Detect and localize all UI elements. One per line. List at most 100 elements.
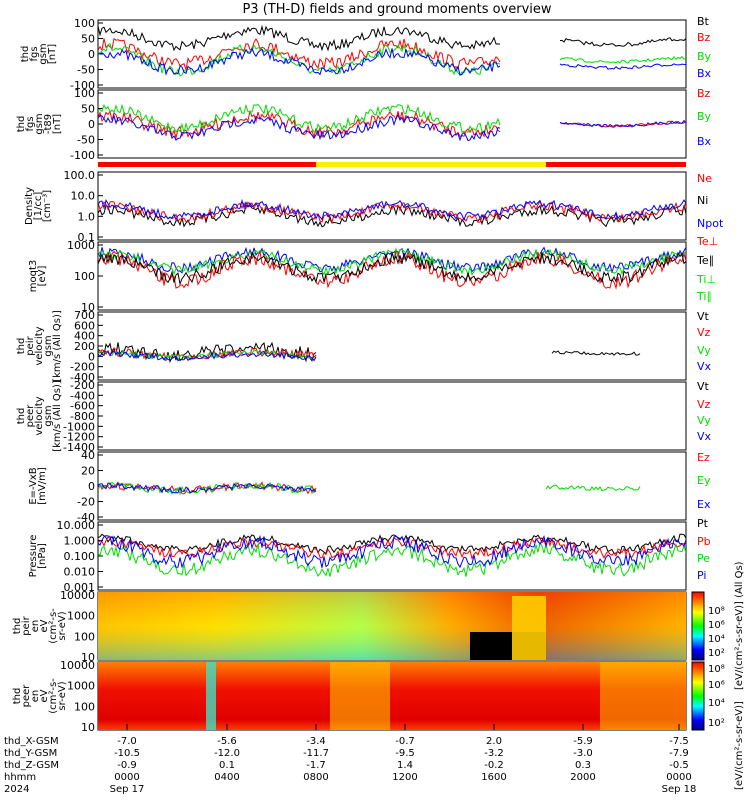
y-axis-label: thd [12, 618, 23, 635]
series-te [98, 250, 686, 290]
footer-value: -9.5 [395, 748, 415, 759]
y-axis-label: [cm⁻³] [42, 190, 53, 222]
y-tick-label: -100 [70, 79, 95, 92]
footer-row-label: thd_Z-GSM [4, 760, 59, 771]
footer-value: -1.7 [306, 760, 326, 771]
y-axis-label: velocity [34, 396, 45, 435]
y-tick-label: 10000 [60, 659, 95, 672]
y-tick-label: -20 [77, 496, 95, 509]
legend-label: Bx [697, 135, 712, 148]
series-ex [98, 482, 317, 494]
y-axis-label: [nT] [47, 44, 58, 64]
series-by [98, 103, 501, 134]
colorbar: 10⁸ 10⁶ 10⁴ 10² 10⁸ 10⁶ 10⁴ 10² [eV/(cm²… [691, 561, 745, 790]
y-axis-label: gsm [38, 43, 49, 64]
y-tick-label: 1000 [67, 610, 95, 623]
footer-value: 0400 [214, 772, 239, 783]
legend-label: Ex [697, 498, 711, 511]
footer-value: 2000 [570, 772, 595, 783]
footer-value: -3.0 [573, 748, 593, 759]
panel-6: -200-400-600-800-1000-1200-1400 thdpeerve… [16, 379, 712, 454]
footer-value: -10.5 [114, 748, 140, 759]
colorbar-tick-2: 10⁶ [708, 620, 725, 631]
legend-label: By [697, 110, 712, 123]
y-tick-label: 100 [74, 17, 95, 30]
y-tick-label: -50 [77, 134, 95, 147]
y-tick-label: -200 [70, 361, 95, 374]
panel-8: 10.000 1.000 0.100 0.010 0.001 Pressure[nPa] P… [28, 517, 711, 594]
footer-value: 0000 [666, 772, 691, 783]
series-ni [98, 204, 686, 228]
y-tick-label: 0.010 [64, 566, 96, 579]
y-tick-label: 0 [88, 350, 95, 363]
panels: 100500-50-100thdfgsgsm[nT]BtBzByBx100500… [12, 15, 724, 734]
y-tick-label: 100 [74, 630, 95, 643]
y-tick-label: -1400 [63, 441, 95, 454]
series-vt-2 [551, 350, 641, 356]
y-axis-label: peir [21, 615, 32, 635]
series-ey-2 [545, 484, 641, 492]
footer-value: -3.4 [306, 736, 326, 747]
mode-bar-red-2 [546, 162, 686, 167]
legend-label: Vy [697, 414, 711, 427]
colorbar-tick-4: 10² [708, 648, 725, 659]
footer-value: 0.3 [575, 760, 591, 771]
footer-value: 0.1 [219, 760, 235, 771]
footer-value: -0.9 [117, 760, 137, 771]
y-axis-label: gsm [34, 113, 45, 134]
series-pt [98, 533, 686, 555]
y-axis-label: Pressure [28, 535, 39, 578]
colorbar2-tick-3: 10⁴ [708, 698, 725, 709]
y-tick-label: 0 [88, 48, 95, 61]
legend-label: Ti∥ [696, 290, 712, 303]
footer-value: -11.7 [303, 748, 329, 759]
y-tick-label: 40 [81, 449, 95, 462]
series-pi [98, 534, 686, 569]
y-tick-label: 100 [74, 700, 95, 713]
series-bx [98, 46, 501, 76]
series-vy [98, 349, 317, 362]
y-axis-label: velocity [34, 326, 45, 365]
y-axis-label: sr-eV) [57, 611, 68, 640]
y-axis-label: gsm [43, 405, 54, 426]
y-tick-label: 20 [81, 465, 95, 478]
y-tick-label: 100.0 [64, 169, 96, 182]
y-axis-label: peir [25, 335, 36, 355]
footer-row-label: thd_X-GSM [4, 736, 59, 747]
y-tick-label: 200 [74, 340, 95, 353]
footer-value: -12.0 [214, 748, 240, 759]
legend-label: Bx [697, 67, 712, 80]
y-tick-label: 0.001 [64, 581, 96, 594]
series-bt-2 [559, 37, 686, 47]
mode-bar [98, 162, 686, 167]
footer-value: 0000 [114, 772, 139, 783]
y-axis-label: E=-VxB [28, 467, 39, 504]
colorbar-bottom [691, 661, 705, 731]
y-tick-label: 600 [74, 319, 95, 332]
spectrogram-ion-overlay [98, 592, 686, 660]
panel-3: 100.0 10.0 1.0 0.1 Density[1/cc][cm⁻³] Ne Ni Np… [24, 169, 724, 244]
legend-label: Pi [697, 569, 706, 582]
colorbar2-tick-4: 10² [708, 718, 725, 729]
y-axis-label: [mV/m] [37, 467, 48, 505]
y-axis-label: [km/s (All Qs)] [52, 310, 63, 382]
y-axis-label: (cm²-s- [48, 678, 59, 714]
footer: thd_X-GSM -7.0 -5.6 -3.4 -0.7 2.0 -5.9 -7.5 thd_… [4, 724, 696, 795]
legend-label: Vt [697, 310, 710, 323]
footer-value: -3.2 [484, 748, 504, 759]
y-tick-label: 400 [74, 330, 95, 343]
y-tick-label: 100 [74, 270, 95, 283]
y-tick-label: -100 [70, 149, 95, 162]
footer-value: -5.6 [217, 736, 237, 747]
y-tick-label: 10000 [60, 589, 95, 602]
y-tick-label: -1000 [63, 420, 95, 433]
series-vz [98, 347, 317, 361]
legend-label: Vx [697, 430, 712, 443]
y-axis-label: thd [16, 338, 27, 355]
y-axis-label: [km/s (All Qs)] [52, 380, 63, 452]
y-tick-label: -400 [70, 371, 95, 384]
series-bt [98, 24, 501, 52]
y-axis-label: Density [24, 187, 35, 225]
